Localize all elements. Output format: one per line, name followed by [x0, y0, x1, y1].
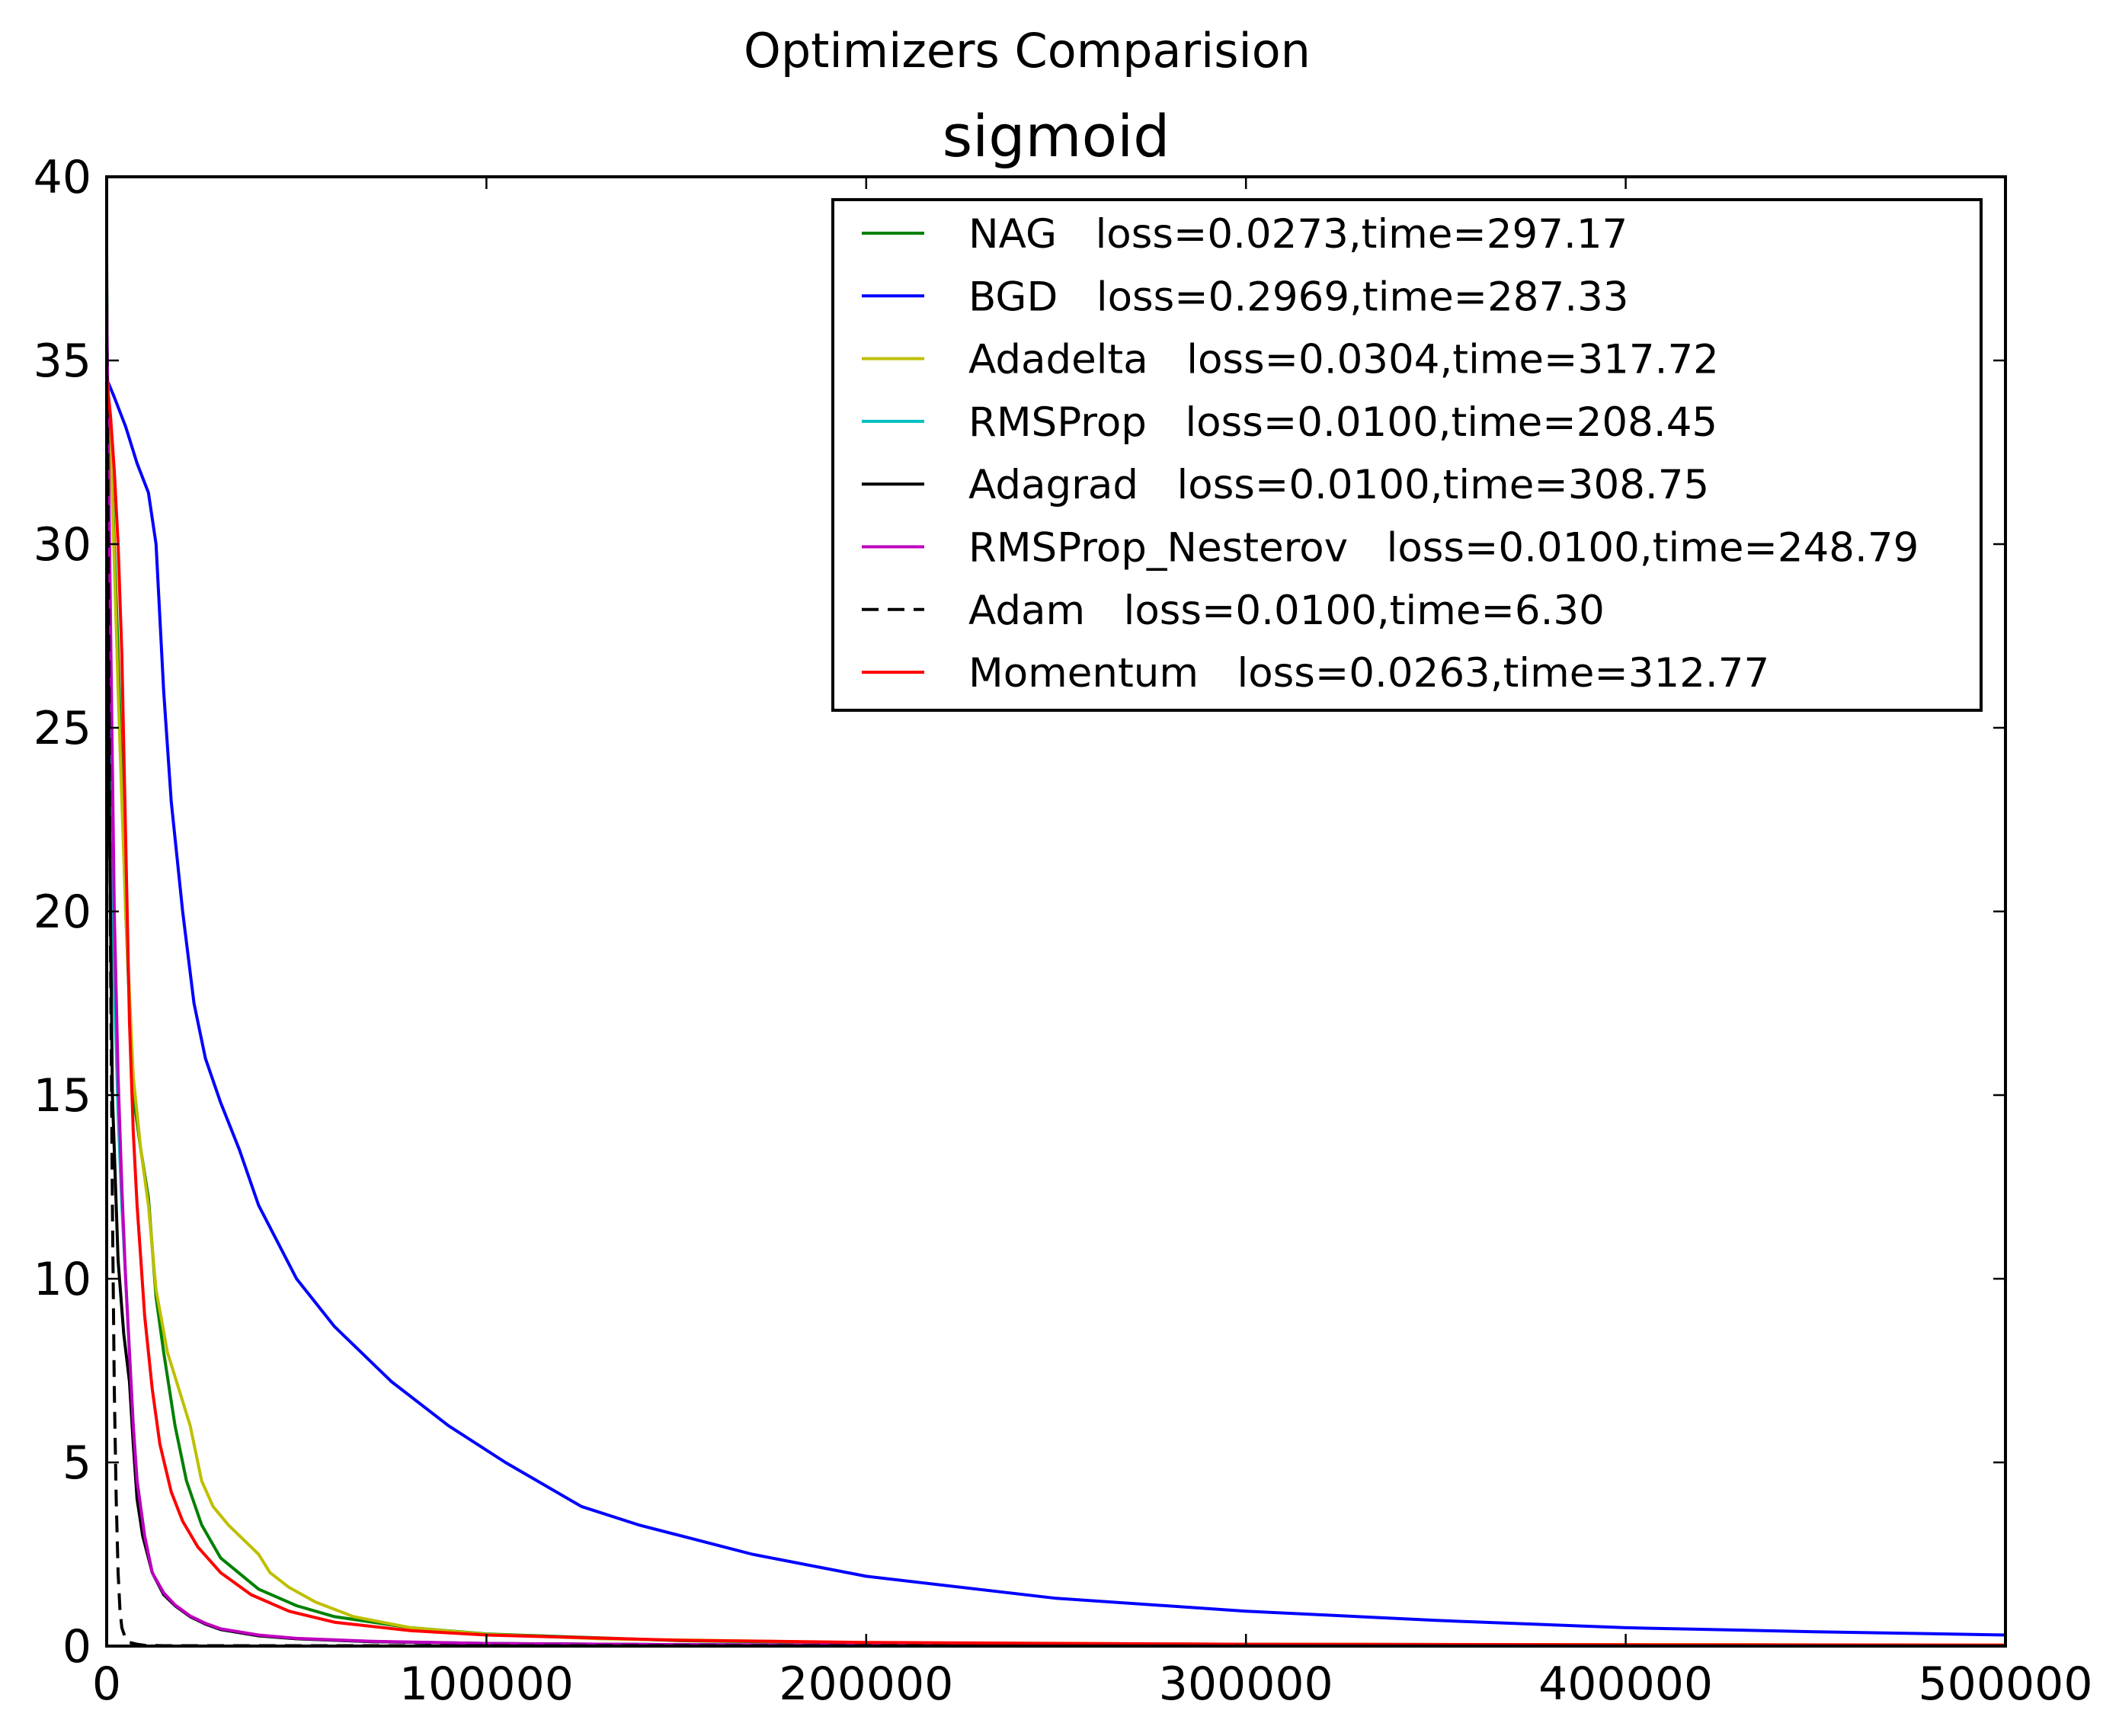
x-tick-label-1: 100000 — [399, 1658, 574, 1711]
legend-label-4: Adagrad loss=0.0100,time=308.75 — [968, 462, 1709, 508]
x-tick-label-3: 300000 — [1159, 1658, 1333, 1711]
x-tick-label-2: 200000 — [779, 1658, 953, 1711]
series-line-1 — [107, 378, 2005, 1637]
ticks-layer: 0 100000 200000 300000 400000 500000 0 5 10 15 20 2… — [34, 151, 2093, 1711]
legend-label-5: RMSProp_Nesterov loss=0.0100,time=248.79 — [968, 525, 1919, 572]
legend-label-2: Adadelta loss=0.0304,time=317.72 — [968, 337, 1719, 383]
y-tick-label-3: 15 — [34, 1069, 91, 1123]
legend-label-7: Momentum loss=0.0263,time=312.77 — [968, 650, 1769, 697]
y-tick-label-2: 10 — [34, 1253, 91, 1306]
y-tick-label-1: 5 — [62, 1437, 91, 1490]
legend-box — [831, 198, 1983, 712]
y-tick-label-0: 0 — [62, 1620, 91, 1674]
series-line-7 — [107, 378, 2005, 1646]
x-tick-label-0: 0 — [92, 1658, 121, 1711]
y-tick-label-6: 30 — [34, 518, 91, 572]
y-tick-label-7: 35 — [34, 335, 91, 388]
y-tick-label-4: 20 — [34, 886, 91, 939]
legend: NAG loss=0.0273,time=297.17 BGD loss=0.29… — [831, 198, 1983, 712]
y-tick-label-5: 25 — [34, 702, 91, 755]
figure-suptitle: Optimizers Comparision — [744, 23, 1311, 78]
legend-label-1: BGD loss=0.2969,time=287.33 — [968, 274, 1629, 320]
x-tick-label-5: 500000 — [1918, 1658, 2092, 1711]
axes-title: sigmoid — [943, 102, 1170, 170]
legend-label-0: NAG loss=0.0273,time=297.17 — [968, 211, 1628, 258]
y-tick-label-8: 40 — [34, 151, 91, 204]
legend-label-6: Adam loss=0.0100,time=6.30 — [968, 588, 1605, 634]
x-tick-label-4: 400000 — [1538, 1658, 1713, 1711]
legend-label-3: RMSProp loss=0.0100,time=208.45 — [968, 399, 1717, 446]
